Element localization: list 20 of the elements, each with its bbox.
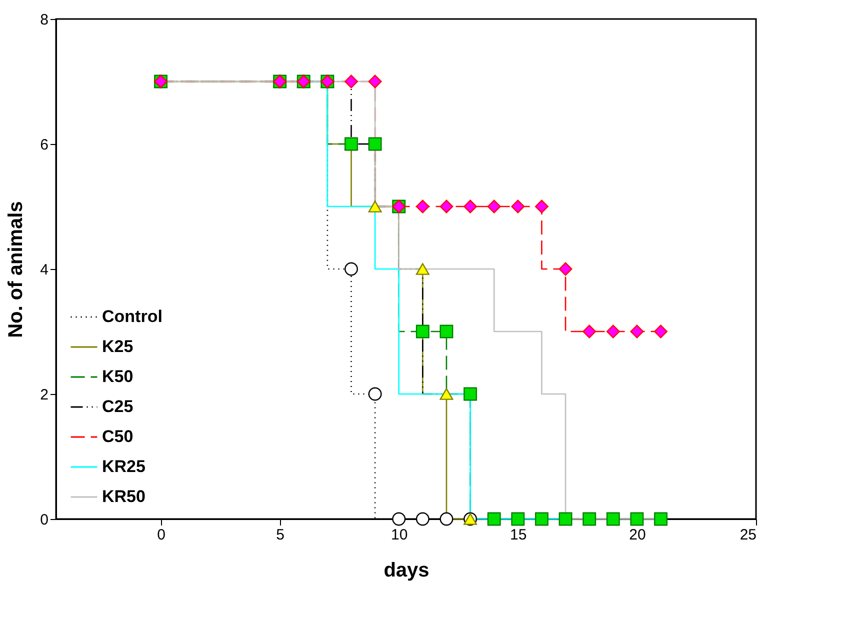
y-tick-label: 2 — [40, 386, 48, 404]
legend-label: K25 — [102, 337, 134, 356]
legend-label: Control — [102, 307, 162, 326]
x-tick-label: 5 — [276, 526, 284, 544]
y-axis-title: No. of animals — [5, 201, 28, 338]
x-axis-title: days — [384, 560, 430, 582]
y-tick-label: 0 — [40, 512, 48, 528]
x-tick-label: 15 — [510, 526, 527, 544]
x-tick-label: 20 — [629, 526, 646, 544]
legend-label: KR50 — [102, 487, 146, 506]
x-tick-label: 10 — [391, 526, 408, 544]
legend-label: C50 — [102, 427, 134, 446]
legend-label: KR25 — [102, 457, 146, 476]
y-tick-label: 4 — [40, 262, 48, 278]
y-tick-label: 6 — [40, 136, 48, 154]
legend-label: C25 — [102, 397, 134, 416]
legend-label: K50 — [102, 367, 134, 386]
x-tick-label: 25 — [740, 526, 756, 544]
y-tick-label: 8 — [40, 12, 48, 28]
x-tick-label: 0 — [157, 526, 166, 544]
